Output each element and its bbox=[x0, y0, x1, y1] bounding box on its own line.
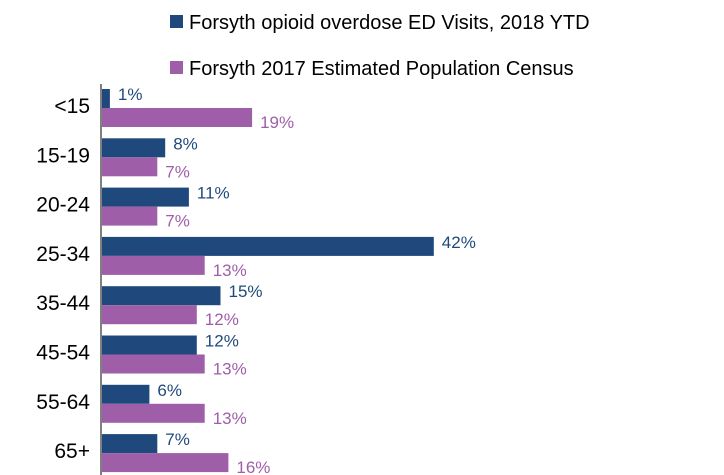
data-label-ed-visits-25-34: 42% bbox=[442, 233, 476, 252]
bar-population-65-plus bbox=[102, 453, 229, 473]
data-label-ed-visits-65-plus: 7% bbox=[165, 430, 190, 449]
data-label-population-20-24: 7% bbox=[165, 212, 190, 231]
legend-label-population: Forsyth 2017 Estimated Population Census bbox=[189, 58, 574, 80]
category-axis-labels: <15 15-19 20-24 25-34 35-44 45-54 55-64 65+ bbox=[36, 95, 90, 463]
category-label-65-plus: 65+ bbox=[54, 440, 90, 463]
category-label-under-15: <15 bbox=[54, 95, 90, 118]
legend-swatch-population bbox=[170, 61, 183, 74]
bar-population-20-24 bbox=[102, 206, 158, 226]
bar-population-45-54 bbox=[102, 354, 205, 374]
bar-population-under-15 bbox=[102, 108, 253, 127]
data-label-population-under-15: 19% bbox=[260, 113, 294, 132]
category-label-35-44: 35-44 bbox=[36, 292, 90, 315]
data-label-ed-visits-under-15: 1% bbox=[118, 85, 143, 104]
bar-ed-visits-45-54 bbox=[102, 335, 197, 355]
data-label-ed-visits-35-44: 15% bbox=[229, 282, 263, 301]
legend: Forsyth opioid overdose ED Visits, 2018 … bbox=[170, 12, 590, 80]
category-label-55-64: 55-64 bbox=[36, 391, 90, 414]
data-label-population-55-64: 13% bbox=[213, 409, 247, 428]
data-label-population-45-54: 13% bbox=[213, 360, 247, 379]
data-label-population-65-plus: 16% bbox=[236, 458, 270, 475]
bar-ed-visits-65-plus bbox=[102, 434, 158, 454]
bar-population-55-64 bbox=[102, 403, 205, 423]
legend-swatch-ed-visits bbox=[170, 15, 183, 28]
category-label-45-54: 45-54 bbox=[36, 342, 90, 365]
bar-population-35-44 bbox=[102, 305, 197, 325]
bar-ed-visits-15-19 bbox=[102, 138, 166, 158]
bar-ed-visits-25-34 bbox=[102, 236, 434, 256]
data-label-ed-visits-15-19: 8% bbox=[173, 134, 198, 153]
category-label-15-19: 15-19 bbox=[36, 144, 90, 167]
bar-ed-visits-20-24 bbox=[102, 187, 189, 207]
data-label-ed-visits-20-24: 11% bbox=[197, 184, 230, 203]
data-label-population-15-19: 7% bbox=[165, 162, 190, 181]
data-label-population-25-34: 13% bbox=[213, 261, 247, 280]
bar-ed-visits-under-15 bbox=[102, 89, 110, 108]
legend-label-ed-visits: Forsyth opioid overdose ED Visits, 2018 … bbox=[189, 12, 590, 34]
data-label-ed-visits-45-54: 12% bbox=[205, 332, 239, 351]
data-label-ed-visits-55-64: 6% bbox=[157, 381, 182, 400]
category-label-20-24: 20-24 bbox=[36, 194, 90, 217]
bar-ed-visits-35-44 bbox=[102, 286, 221, 306]
category-label-25-34: 25-34 bbox=[36, 243, 90, 266]
data-label-population-35-44: 12% bbox=[205, 310, 239, 329]
bars: 1% 19% 8% 7% 11% 7% 42% 13% 15% 12% 12% 13% 6% 13% 7% 1… bbox=[102, 85, 476, 475]
bar-population-25-34 bbox=[102, 255, 205, 275]
bar-ed-visits-55-64 bbox=[102, 384, 150, 404]
bar-population-15-19 bbox=[102, 157, 158, 177]
